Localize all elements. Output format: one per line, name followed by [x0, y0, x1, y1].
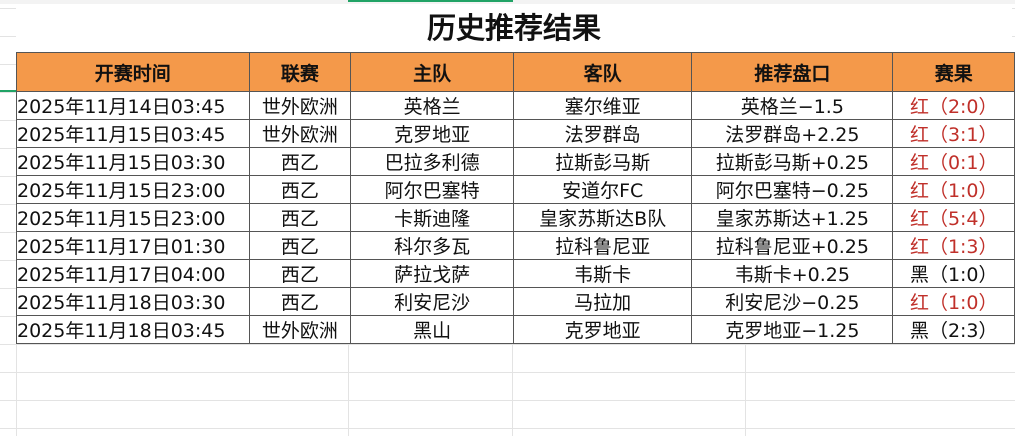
selected-column-indicator [348, 0, 513, 2]
away-team-cell[interactable]: 法罗群岛 [513, 119, 693, 148]
league-cell[interactable]: 西乙 [248, 203, 352, 232]
league-cell[interactable]: 西乙 [248, 175, 352, 204]
result-cell[interactable]: 红（1:0） [892, 287, 1015, 316]
away-team-cell[interactable]: 克罗地亚 [513, 315, 693, 344]
away-team-cell[interactable]: 韦斯卡 [513, 259, 693, 288]
home-team-cell[interactable]: 卡斯迪隆 [350, 203, 515, 232]
away-team-cell[interactable]: 拉科鲁尼亚 [513, 231, 693, 260]
pick-cell[interactable]: 拉科鲁尼亚+0.25 [691, 231, 894, 260]
home-team-cell[interactable]: 克罗地亚 [350, 119, 515, 148]
table-row: 2025年11月15日23:00 西乙 卡斯迪隆 皇家苏斯达B队 皇家苏斯达+1.25 红… [16, 203, 1015, 232]
home-team-cell[interactable]: 利安尼沙 [350, 287, 515, 316]
table-row: 2025年11月15日03:45 世外欧洲 克罗地亚 法罗群岛 法罗群岛+2.25 红（3… [16, 119, 1015, 148]
kickoff-time-cell[interactable]: 2025年11月17日01:30 [16, 231, 250, 260]
results-table: 开赛时间 联赛 主队 客队 推荐盘口 赛果 2025年11月14日03:45 世外欧洲 英格兰… [16, 52, 1015, 344]
pick-cell[interactable]: 克罗地亚−1.25 [691, 315, 894, 344]
table-row: 2025年11月18日03:45 世外欧洲 黑山 克罗地亚 克罗地亚−1.25 黑（2:3… [16, 315, 1015, 344]
header-home[interactable]: 主队 [350, 52, 515, 92]
result-cell[interactable]: 黑（1:0） [892, 259, 1015, 288]
header-result[interactable]: 赛果 [892, 52, 1015, 92]
pick-cell[interactable]: 英格兰−1.5 [691, 91, 894, 120]
league-cell[interactable]: 西乙 [248, 287, 352, 316]
league-cell[interactable]: 西乙 [248, 147, 352, 176]
result-cell[interactable]: 红（0:1） [892, 147, 1015, 176]
kickoff-time-cell[interactable]: 2025年11月18日03:45 [16, 315, 250, 344]
result-cell[interactable]: 红（2:0） [892, 91, 1015, 120]
column-header-bar [0, 0, 1015, 4]
header-away[interactable]: 客队 [513, 52, 693, 92]
away-team-cell[interactable]: 拉斯彭马斯 [513, 147, 693, 176]
away-team-cell[interactable]: 安道尔FC [513, 175, 693, 204]
home-team-cell[interactable]: 巴拉多利德 [350, 147, 515, 176]
table-row: 2025年11月15日23:00 西乙 阿尔巴塞特 安道尔FC 阿尔巴塞特−0.25 红（… [16, 175, 1015, 204]
away-team-cell[interactable]: 皇家苏斯达B队 [513, 203, 693, 232]
kickoff-time-cell[interactable]: 2025年11月14日03:45 [16, 91, 250, 120]
kickoff-time-cell[interactable]: 2025年11月15日03:30 [16, 147, 250, 176]
pick-cell[interactable]: 法罗群岛+2.25 [691, 119, 894, 148]
league-cell[interactable]: 世外欧洲 [248, 91, 352, 120]
away-team-cell[interactable]: 马拉加 [513, 287, 693, 316]
table-row: 2025年11月17日04:00 西乙 萨拉戈萨 韦斯卡 韦斯卡+0.25 黑（1:0） [16, 259, 1015, 288]
pick-cell[interactable]: 阿尔巴塞特−0.25 [691, 175, 894, 204]
home-team-cell[interactable]: 阿尔巴塞特 [350, 175, 515, 204]
sheet-title: 历史推荐结果 [16, 4, 1012, 52]
table-row: 2025年11月14日03:45 世外欧洲 英格兰 塞尔维亚 英格兰−1.5 红（2:0） [16, 91, 1015, 120]
result-cell[interactable]: 红（1:0） [892, 175, 1015, 204]
selected-row-indicator [0, 90, 16, 92]
home-team-cell[interactable]: 科尔多瓦 [350, 231, 515, 260]
home-team-cell[interactable]: 萨拉戈萨 [350, 259, 515, 288]
kickoff-time-cell[interactable]: 2025年11月18日03:30 [16, 287, 250, 316]
result-cell[interactable]: 红（5:4） [892, 203, 1015, 232]
kickoff-time-cell[interactable]: 2025年11月15日23:00 [16, 175, 250, 204]
league-cell[interactable]: 世外欧洲 [248, 315, 352, 344]
result-cell[interactable]: 红（3:1） [892, 119, 1015, 148]
pick-cell[interactable]: 利安尼沙−0.25 [691, 287, 894, 316]
home-team-cell[interactable]: 黑山 [350, 315, 515, 344]
header-league[interactable]: 联赛 [248, 52, 352, 92]
home-team-cell[interactable]: 英格兰 [350, 91, 515, 120]
kickoff-time-cell[interactable]: 2025年11月15日23:00 [16, 203, 250, 232]
away-team-cell[interactable]: 塞尔维亚 [513, 91, 693, 120]
table-row: 2025年11月18日03:30 西乙 利安尼沙 马拉加 利安尼沙−0.25 红（1:0） [16, 287, 1015, 316]
result-cell[interactable]: 红（1:3） [892, 231, 1015, 260]
header-kickoff-time[interactable]: 开赛时间 [16, 52, 250, 92]
result-cell[interactable]: 黑（2:3） [892, 315, 1015, 344]
pick-cell[interactable]: 拉斯彭马斯+0.25 [691, 147, 894, 176]
pick-cell[interactable]: 韦斯卡+0.25 [691, 259, 894, 288]
table-row: 2025年11月15日03:30 西乙 巴拉多利德 拉斯彭马斯 拉斯彭马斯+0.25 红（… [16, 147, 1015, 176]
kickoff-time-cell[interactable]: 2025年11月15日03:45 [16, 119, 250, 148]
league-cell[interactable]: 世外欧洲 [248, 119, 352, 148]
header-pick[interactable]: 推荐盘口 [691, 52, 894, 92]
table-row: 2025年11月17日01:30 西乙 科尔多瓦 拉科鲁尼亚 拉科鲁尼亚+0.25 红（1… [16, 231, 1015, 260]
league-cell[interactable]: 西乙 [248, 259, 352, 288]
pick-cell[interactable]: 皇家苏斯达+1.25 [691, 203, 894, 232]
league-cell[interactable]: 西乙 [248, 231, 352, 260]
kickoff-time-cell[interactable]: 2025年11月17日04:00 [16, 259, 250, 288]
